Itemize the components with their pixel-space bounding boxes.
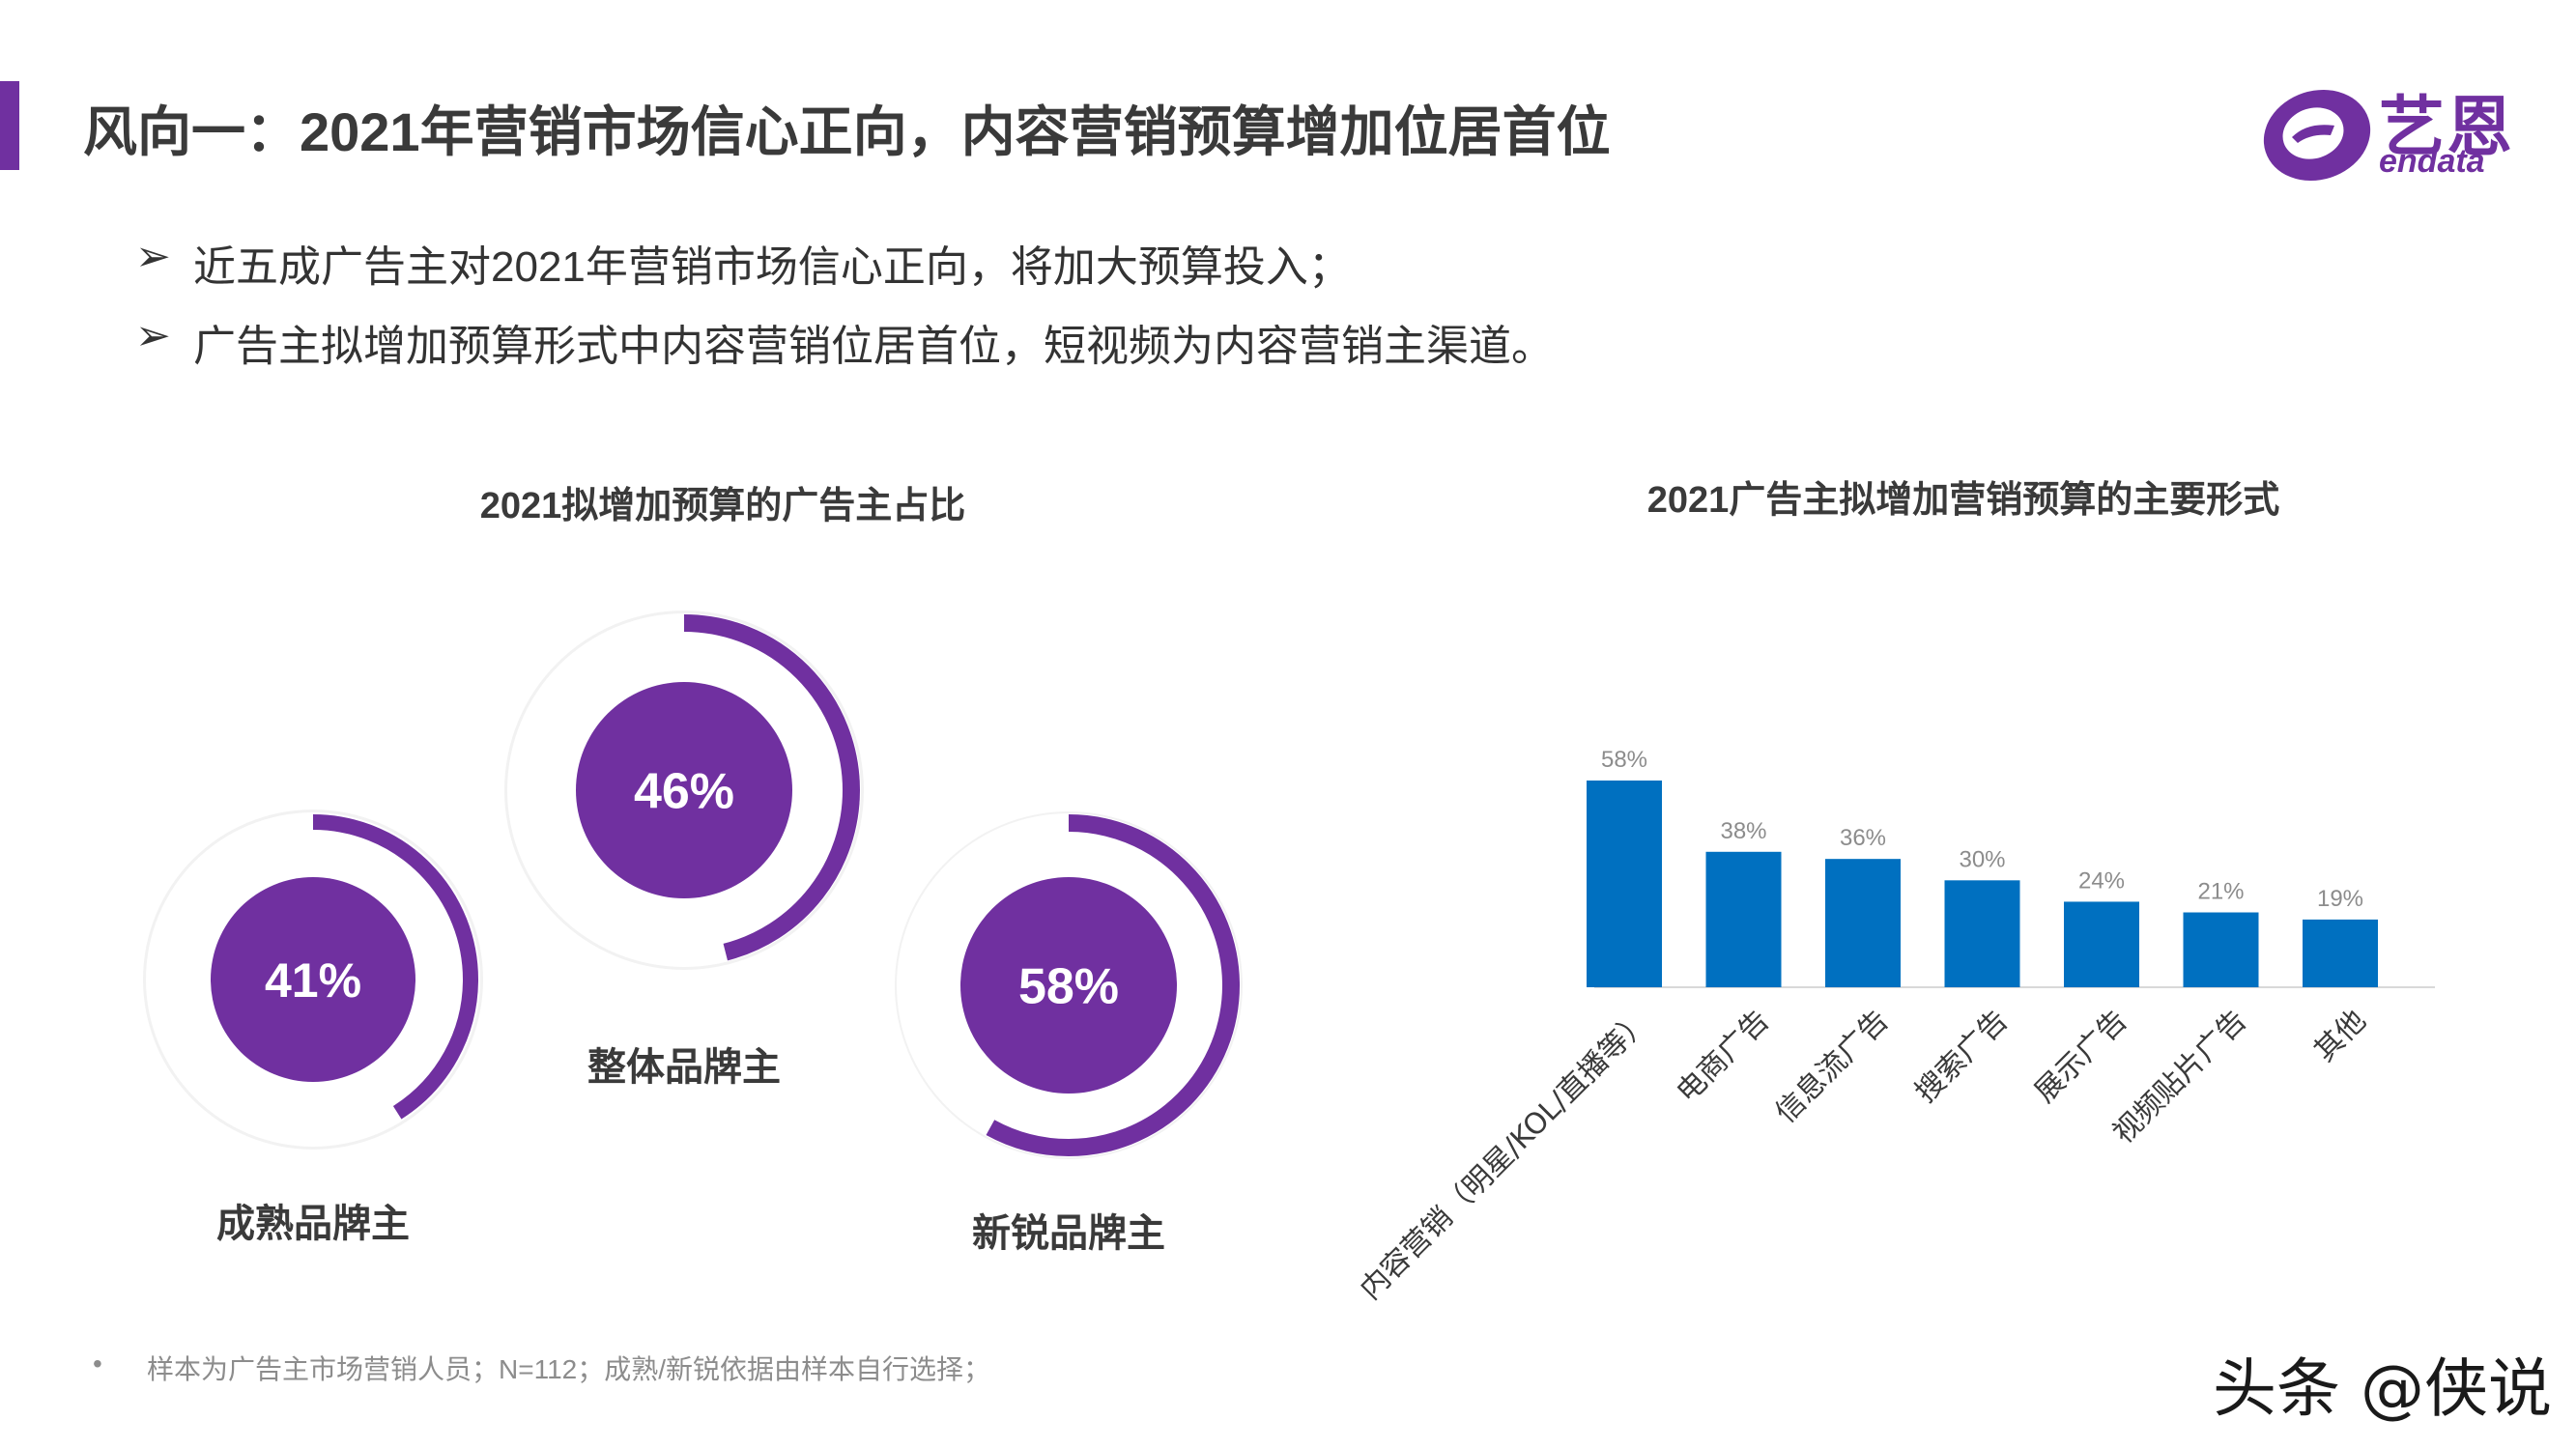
bar-chart-title: 2021广告主拟增加营销预算的主要形式 <box>1646 480 2280 521</box>
bar <box>1587 781 1662 987</box>
donut-progress-arc <box>148 814 478 1145</box>
bar <box>1944 880 2020 987</box>
donut-value-label: 46% <box>634 764 734 820</box>
x-tick-label: 其他 <box>2307 1004 2372 1068</box>
donut-category-label: 新锐品牌主 <box>972 1212 1165 1255</box>
bar-data-label: 58% <box>1601 747 1647 773</box>
arrow-bullet-icon: ➢ <box>135 233 171 280</box>
bar <box>2064 901 2139 987</box>
x-tick-label: 搜索广告 <box>1909 1004 2016 1110</box>
bar-data-label: 19% <box>2317 886 2363 912</box>
donut-progress-arc <box>508 614 860 966</box>
bar <box>2183 912 2259 987</box>
slide-title: 风向一：2021年营销市场信心正向，内容营销预算增加位居首位 <box>83 101 1611 162</box>
donut-center-disc <box>211 877 415 1082</box>
donut-category-label: 成熟品牌主 <box>216 1203 410 1245</box>
donut-chart: 41% 46% 58% <box>143 611 1243 1159</box>
watermark: 头条 @侠说 <box>2213 1351 2552 1426</box>
logo-english-name: endata <box>2379 143 2485 180</box>
x-tick-label: 电商广告 <box>1671 1004 1777 1110</box>
bar-data-label: 36% <box>1840 825 1886 851</box>
bar-data-label: 24% <box>2078 867 2125 894</box>
donut-value-label: 41% <box>265 953 361 1008</box>
footnote-bullet: • <box>93 1349 102 1378</box>
bar <box>1825 859 1901 987</box>
endata-logo: 艺恩 endata <box>2259 79 2520 185</box>
key-finding-text: 近五成广告主对2021年营销市场信心正向，将加大预算投入； <box>193 243 1351 291</box>
logo-chinese-name: 艺恩 <box>2379 91 2515 164</box>
donut-chart-title: 2021拟增加预算的广告主占比 <box>479 486 966 526</box>
bar-data-label: 30% <box>1959 846 2005 872</box>
donut-center-disc <box>576 682 792 898</box>
arrow-bullet-icon: ➢ <box>135 312 171 359</box>
x-tick-label: 信息流广告 <box>1769 1004 1896 1130</box>
endata-e-logo-icon <box>2263 89 2371 182</box>
key-finding-text: 广告主拟增加预算形式中内容营销位居首位，短视频为内容营销主渠道。 <box>193 323 1554 370</box>
donut-center-disc <box>960 877 1177 1094</box>
bar-data-label: 38% <box>1720 818 1766 844</box>
bar <box>2303 919 2378 987</box>
bar-chart: 58% 内容营销（明星/KOL/直播等） 38% 电商广告 36% 信息流广告 30% 搜索广… <box>1354 747 2435 1307</box>
bar <box>1705 851 1782 987</box>
footnote-text: 样本为广告主市场营销人员；N=112；成熟/新锐依据由样本自行选择； <box>147 1354 990 1384</box>
donut-progress-arc <box>898 814 1240 1156</box>
title-accent-bar <box>0 81 19 170</box>
donut-value-label: 58% <box>1018 959 1119 1015</box>
x-tick-label: 内容营销（明星/KOL/直播等） <box>1354 1004 1657 1307</box>
bar-data-label: 21% <box>2197 879 2244 905</box>
donut-category-label: 整体品牌主 <box>587 1046 781 1089</box>
x-tick-label: 展示广告 <box>2028 1004 2134 1110</box>
